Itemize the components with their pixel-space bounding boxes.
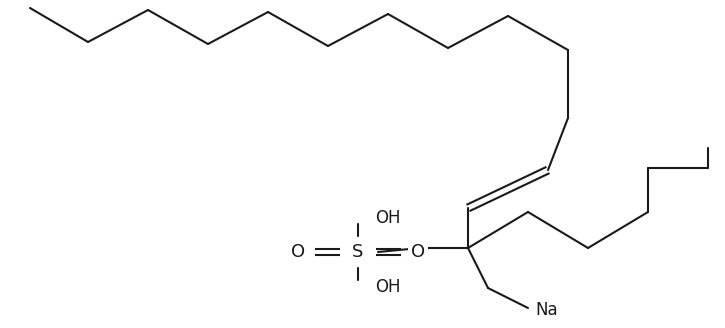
Text: OH: OH (375, 209, 400, 227)
Text: S: S (352, 243, 364, 261)
Text: O: O (411, 243, 425, 261)
Text: OH: OH (375, 278, 400, 296)
Text: Na: Na (535, 301, 558, 319)
Text: O: O (291, 243, 305, 261)
